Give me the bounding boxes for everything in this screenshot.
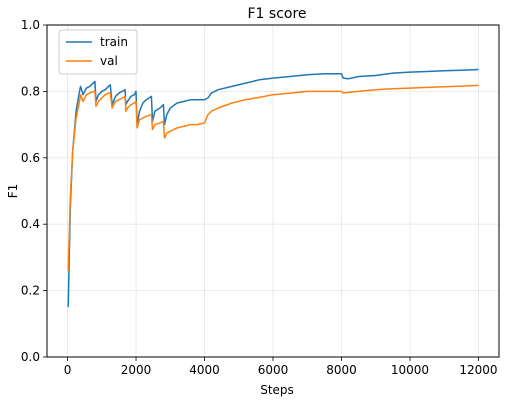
y-tick-label: 0.4 (21, 217, 40, 231)
y-tick-label: 1.0 (21, 18, 40, 32)
grid (47, 24, 499, 358)
legend-box (58, 29, 138, 75)
series-line-val (67, 84, 479, 271)
legend-label-val: val (100, 54, 118, 68)
x-tick-label: 2000 (121, 363, 152, 377)
x-tick-label: 8000 (326, 363, 357, 377)
x-tick-label: 10000 (391, 363, 429, 377)
x-tick-label: 6000 (258, 363, 289, 377)
legend: train val (58, 29, 138, 75)
chart-title: F1 score (247, 6, 306, 22)
y-tick-label: 0.8 (21, 84, 40, 98)
series-lines (67, 68, 479, 308)
y-tick-label: 0.2 (21, 284, 40, 298)
y-axis-ticks: 0.0 0.2 0.4 0.6 0.8 1.0 (21, 18, 47, 364)
x-tick-label: 0 (64, 363, 72, 377)
y-tick-label: 0.6 (21, 151, 40, 165)
x-axis-label: Steps (260, 383, 294, 397)
x-axis-ticks: 0 2000 4000 6000 8000 10000 12000 (64, 357, 498, 377)
legend-label-train: train (100, 35, 128, 49)
x-tick-label: 12000 (459, 363, 497, 377)
x-tick-label: 4000 (189, 363, 220, 377)
y-tick-label: 0.0 (21, 350, 40, 364)
y-axis-label: F1 (6, 184, 20, 199)
